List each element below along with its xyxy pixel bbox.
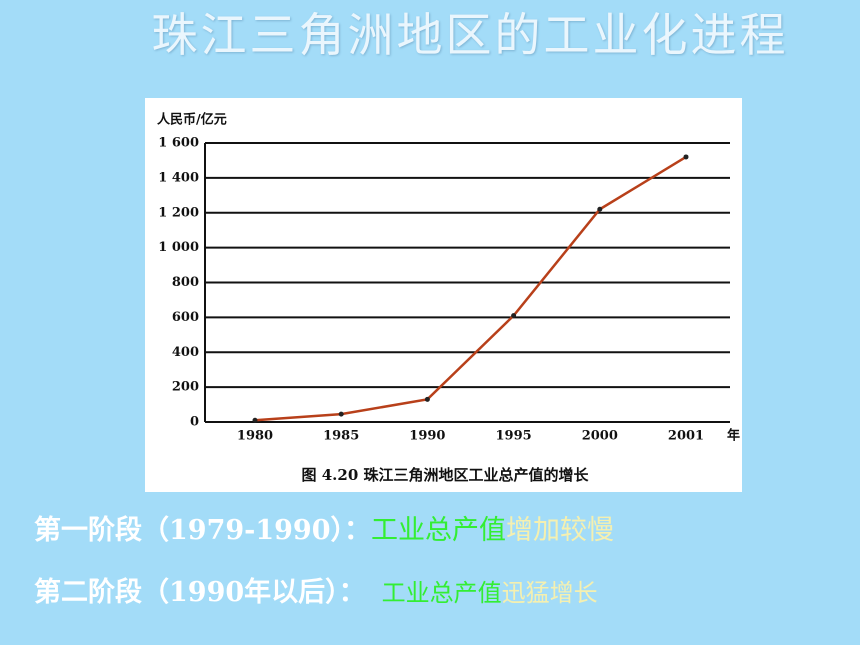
chart: 人民币/亿元 年 图 4.20 珠江三角洲地区工业总产值的增长 0 200 400 6… <box>157 112 740 485</box>
x-tick-label: 1980 <box>237 429 273 444</box>
x-tick-label: 2000 <box>582 429 618 444</box>
y-tick-label: 600 <box>172 310 199 325</box>
y-tick-label: 400 <box>172 345 199 360</box>
text-line: 第二阶段（1990年以后）： 工业总产值迅猛增长 <box>34 570 598 609</box>
y-tick-label: 200 <box>172 380 199 395</box>
data-point <box>597 206 603 212</box>
text: 工业总产值 <box>381 579 502 607</box>
slide-title: 珠江三角洲地区的工业化进程 <box>151 8 789 62</box>
chart-caption: 图 4.20 珠江三角洲地区工业总产值的增长 <box>302 466 590 484</box>
y-tick-label: 1 200 <box>158 205 199 220</box>
y-tick-label: 800 <box>172 275 199 290</box>
text: 增加较慢 <box>506 515 614 546</box>
x-tick-label: 2001 <box>668 429 704 444</box>
chart-image: 人民币/亿元 年 图 4.20 珠江三角洲地区工业总产值的增长 0 200 400 6… <box>145 98 742 492</box>
x-axis-label: 年 <box>727 428 740 444</box>
data-line <box>254 155 687 422</box>
y-axis-label: 人民币/亿元 <box>157 112 227 128</box>
y-tick-label: 1 600 <box>158 136 199 151</box>
x-tick-label: 1990 <box>409 429 445 444</box>
text: 工业总产值 <box>371 515 506 546</box>
data-point <box>252 417 258 423</box>
y-tick-label: 1 000 <box>158 240 199 255</box>
data-point <box>424 396 430 402</box>
text: 第一阶段（1979-1990）： <box>34 515 371 546</box>
data-point <box>338 411 344 417</box>
y-tick-label: 1 400 <box>158 170 199 185</box>
x-tick-label: 1985 <box>323 429 359 444</box>
x-tick-label: 1995 <box>496 429 532 444</box>
text: 第二阶段（1990年以后）： <box>34 577 366 608</box>
text: 迅猛增长 <box>501 579 598 607</box>
data-point <box>511 313 517 319</box>
data-point <box>683 154 689 160</box>
text-line: 第一阶段（1979-1990）：工业总产值增加较慢 <box>34 508 614 547</box>
y-tick-label: 0 <box>190 415 199 430</box>
